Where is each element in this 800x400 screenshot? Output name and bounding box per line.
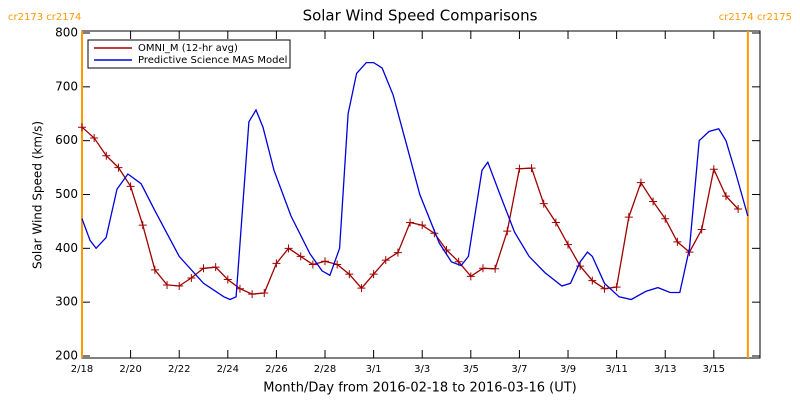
legend-box [87,39,291,69]
legend: OMNI_M (12-hr avg)Predictive Science MAS… [87,39,291,69]
point-marker [661,214,670,223]
point-marker [102,151,111,160]
point-marker [418,221,427,230]
point-marker [284,244,293,253]
point-marker [406,218,415,227]
point-marker [163,280,172,289]
point-marker [175,282,184,291]
y-tick-label: 300 [55,295,78,309]
point-marker [296,252,305,261]
point-marker [223,275,232,284]
x-tick-label: 3/3 [414,364,430,375]
point-marker [381,256,390,265]
y-axis-label: Solar Wind Speed (km/s) [31,121,45,269]
point-marker [90,133,99,142]
point-marker [126,182,135,191]
point-marker [357,284,366,293]
point-marker [466,272,475,281]
x-tick-label: 3/7 [511,364,527,375]
x-tick-label: 3/11 [605,364,627,375]
point-marker [187,273,196,282]
x-tick-label: 2/20 [119,364,141,375]
point-marker [588,276,597,285]
x-axis-label: Month/Day from 2016-02-18 to 2016-03-16 … [263,381,576,396]
point-marker [150,265,159,274]
point-marker [527,164,536,173]
point-marker [272,259,281,268]
y-tick-label: 400 [55,241,78,255]
x-tick-label: 2/18 [71,364,93,375]
point-marker [624,213,633,222]
y-tick-label: 700 [55,79,78,93]
point-marker [211,263,220,272]
legend-label: OMNI_M (12-hr avg) [138,43,238,54]
x-tick-label: 2/26 [265,364,287,375]
point-marker [78,123,86,132]
point-marker [564,240,573,249]
x-tick-label: 3/15 [703,364,725,375]
legend-label: Predictive Science MAS Model [138,55,287,66]
point-marker [721,192,730,201]
point-marker [503,227,512,236]
point-marker [138,221,147,230]
point-marker [308,260,317,269]
point-marker [369,270,378,279]
y-tick-label: 500 [55,187,78,201]
point-marker [114,163,123,172]
point-marker [636,178,645,187]
point-marker [260,289,269,298]
rotation-label: cr2173 cr2174 [8,12,81,23]
point-marker [321,257,330,266]
rotation-label: cr2174 cr2175 [719,12,792,23]
point-marker [345,270,354,279]
point-marker [649,197,658,206]
point-marker [734,205,743,214]
y-tick-label: 800 [55,26,78,40]
x-tick-label: 3/13 [654,364,676,375]
point-marker [697,225,706,234]
series-line [81,61,749,301]
y-tick-label: 200 [55,349,78,363]
point-marker [539,199,548,208]
point-marker [612,283,621,292]
x-tick-label: 3/9 [560,364,576,375]
point-marker [248,290,257,299]
point-marker [199,264,208,273]
x-tick-label: 2/24 [217,364,239,375]
point-marker [393,248,402,257]
x-tick-label: 3/1 [366,364,382,375]
point-marker [478,264,487,273]
point-marker [491,264,500,273]
x-tick-label: 3/5 [463,364,479,375]
point-marker [333,260,342,269]
point-marker [515,164,524,173]
x-tick-label: 2/28 [314,364,336,375]
x-tick-label: 2/22 [168,364,190,375]
point-marker [551,218,560,227]
chart-title: Solar Wind Speed Comparisons [303,7,538,25]
point-marker [709,165,718,174]
point-marker [673,237,682,246]
point-marker [600,284,609,293]
y-tick-label: 600 [55,133,78,147]
